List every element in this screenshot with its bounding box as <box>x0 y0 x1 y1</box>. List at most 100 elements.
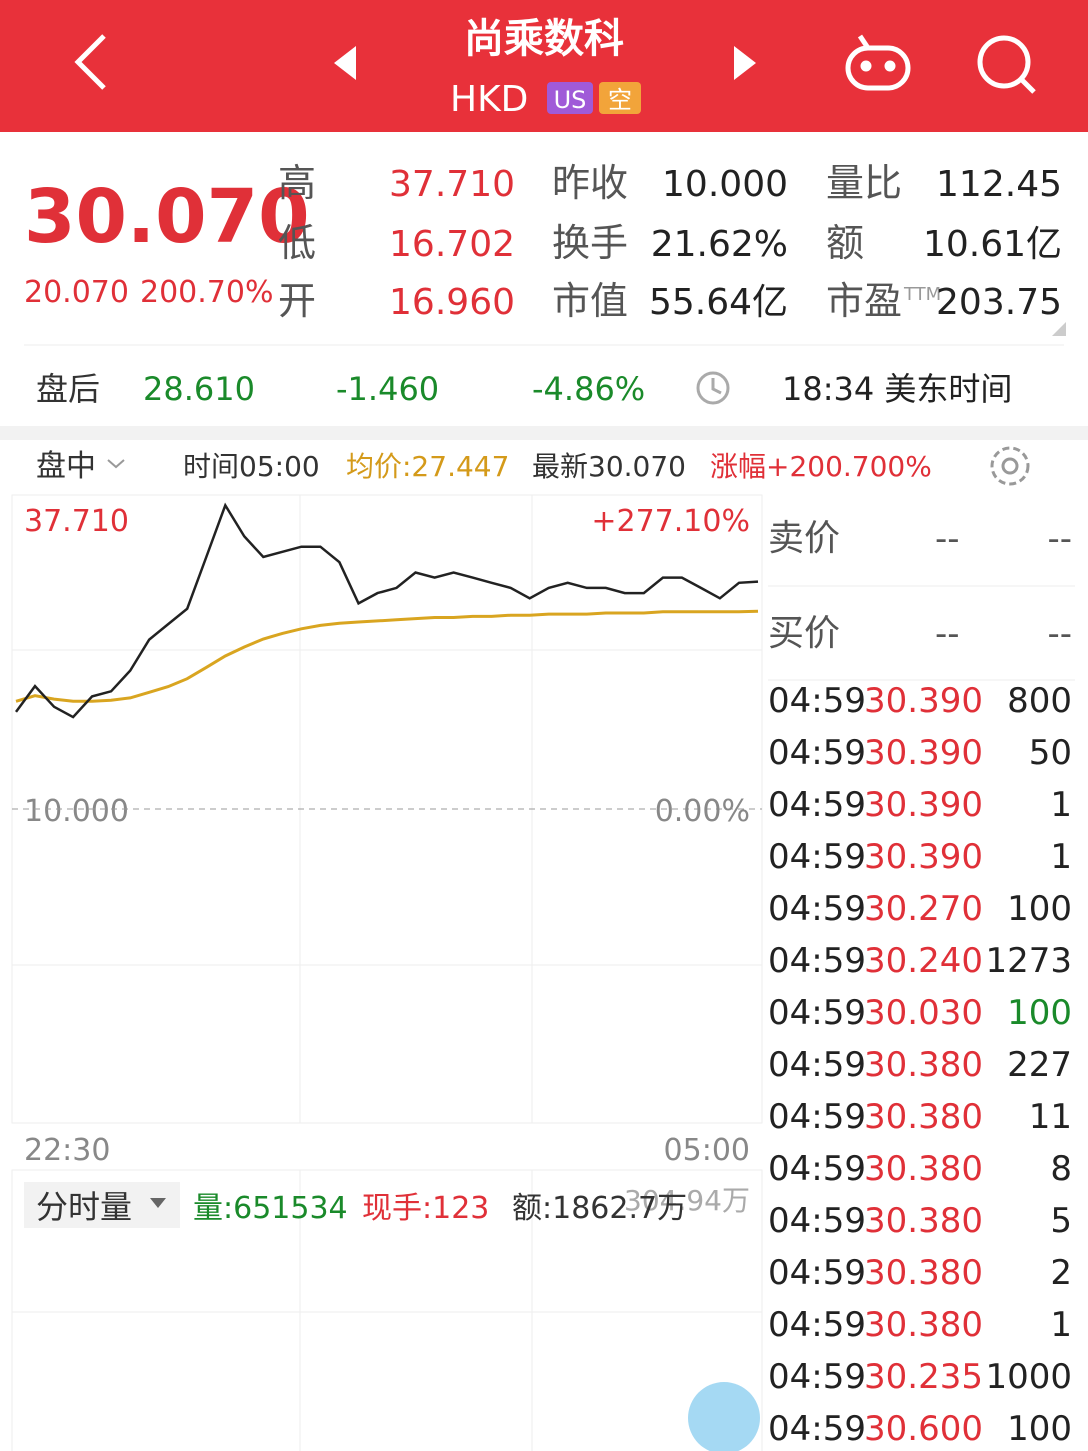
y2-tick-label: 0.00% <box>655 794 750 829</box>
after-hours-price: 28.610 <box>143 370 255 408</box>
last-size: 现手:123 <box>362 1191 489 1226</box>
trade-time: 04:59 <box>768 889 866 929</box>
trade-volume: 8 <box>1050 1149 1072 1189</box>
trade-time: 04:59 <box>768 993 866 1033</box>
trade-volume: 100 <box>1007 889 1072 929</box>
trade-price: 30.390 <box>864 681 983 721</box>
settings-icon[interactable] <box>990 446 1030 486</box>
trade-time: 04:59 <box>768 681 866 721</box>
chart-grid <box>12 495 762 1451</box>
volume-select[interactable]: 分时量 <box>36 1188 132 1226</box>
after-hours-pct: -4.86% <box>532 370 645 408</box>
trade-time: 04:59 <box>768 1149 866 1189</box>
ask-price: -- <box>935 519 960 559</box>
bid-price: -- <box>935 614 960 654</box>
trade-time: 04:59 <box>768 733 866 773</box>
back-button[interactable] <box>74 34 106 90</box>
change-rate: 涨幅+200.700% <box>710 450 932 483</box>
stat-label: 低 <box>278 221 316 265</box>
x-tick-label: 05:00 <box>664 1133 750 1168</box>
stat-label: 额 <box>826 221 864 265</box>
trade-time: 04:59 <box>768 1409 866 1449</box>
title: 尚乘数科 <box>464 16 624 62</box>
y2-tick-label: +277.10% <box>591 504 750 539</box>
trade-price: 30.380 <box>864 1201 983 1241</box>
stat-value: 55.64亿 <box>649 282 788 323</box>
stat-label: 高 <box>278 161 316 205</box>
robot-icon[interactable] <box>845 34 911 91</box>
stat-label: 昨收 <box>552 161 628 205</box>
stat-label: 市盈 <box>826 279 902 323</box>
y-tick-label: 37.710 <box>24 504 129 539</box>
trade-time: 04:59 <box>768 837 866 877</box>
trade-volume: 227 <box>1007 1045 1072 1085</box>
dropdown-arrow <box>150 1198 166 1208</box>
ask-size: -- <box>1047 519 1072 559</box>
search-icon[interactable] <box>977 35 1036 94</box>
stat-value: 10.61亿 <box>923 224 1062 265</box>
trade-volume: 50 <box>1029 733 1072 773</box>
after-hours-label: 盘后 <box>36 370 100 408</box>
trade-time: 04:59 <box>768 785 866 825</box>
trade-time: 04:59 <box>768 941 866 981</box>
trade-price: 30.240 <box>864 941 983 981</box>
trade-volume: 1 <box>1050 1305 1072 1345</box>
avg-price: 均价:27.447 <box>346 450 509 483</box>
trade-volume: 1 <box>1050 785 1072 825</box>
trade-volume: 100 <box>1007 1409 1072 1449</box>
stat-value: 16.702 <box>389 224 515 265</box>
trade-price: 30.390 <box>864 837 983 877</box>
x-tick-label: 22:30 <box>24 1133 110 1168</box>
clock-icon <box>696 371 730 405</box>
price-line <box>15 609 759 703</box>
trade-volume: 100 <box>1007 993 1072 1033</box>
trade-price: 30.235 <box>864 1357 983 1397</box>
stat-value: 16.960 <box>389 282 515 323</box>
trade-price: 30.390 <box>864 785 983 825</box>
amount: 额:1862.7万 <box>512 1191 687 1226</box>
stat-value: 112.45 <box>936 164 1062 205</box>
stat-value: 203.75 <box>936 282 1062 323</box>
trade-price: 30.600 <box>864 1409 983 1449</box>
trade-price: 30.380 <box>864 1149 983 1189</box>
stat-label: 市值 <box>552 279 628 323</box>
trade-volume: 1273 <box>985 941 1072 981</box>
next-button[interactable] <box>734 46 756 80</box>
mode-select[interactable]: 盘中 <box>36 449 96 484</box>
volume: 量:651534 <box>193 1191 348 1226</box>
trade-volume: 2 <box>1050 1253 1072 1293</box>
volume-select-bg[interactable] <box>24 1182 180 1228</box>
change: 20.070 <box>24 275 129 310</box>
trade-time: 04:59 <box>768 1357 866 1397</box>
fullscreen-button[interactable] <box>688 1382 760 1451</box>
trade-price: 30.380 <box>864 1097 983 1137</box>
badge <box>599 82 641 114</box>
trade-price: 30.390 <box>864 733 983 773</box>
stat-value: 10.000 <box>662 164 788 205</box>
after-hours-time: 18:34 美东时间 <box>782 370 1012 408</box>
volume-max: 304.94万 <box>624 1184 750 1217</box>
trade-time: 04:59 <box>768 1305 866 1345</box>
latest: 最新30.070 <box>532 450 686 483</box>
trade-price: 30.380 <box>864 1253 983 1293</box>
badge-text: 空 <box>608 86 632 114</box>
separator <box>0 426 1088 440</box>
trade-volume: 800 <box>1007 681 1072 721</box>
badge-text: US <box>554 86 587 114</box>
time: 时间05:00 <box>183 450 320 483</box>
prev-button[interactable] <box>334 46 356 80</box>
stat-label: 换手 <box>552 221 628 265</box>
trade-volume: 1000 <box>985 1357 1072 1397</box>
trade-time: 04:59 <box>768 1201 866 1241</box>
trade-price: 30.030 <box>864 993 983 1033</box>
expand-corner[interactable] <box>1052 322 1066 336</box>
trade-price: 30.380 <box>864 1045 983 1085</box>
badge <box>547 82 593 114</box>
trade-time: 04:59 <box>768 1097 866 1137</box>
stat-value: 37.710 <box>389 164 515 205</box>
y-tick-label: 10.000 <box>24 794 129 829</box>
bid-size: -- <box>1047 614 1072 654</box>
trade-price: 30.380 <box>864 1305 983 1345</box>
last-price: 30.070 <box>24 174 310 260</box>
